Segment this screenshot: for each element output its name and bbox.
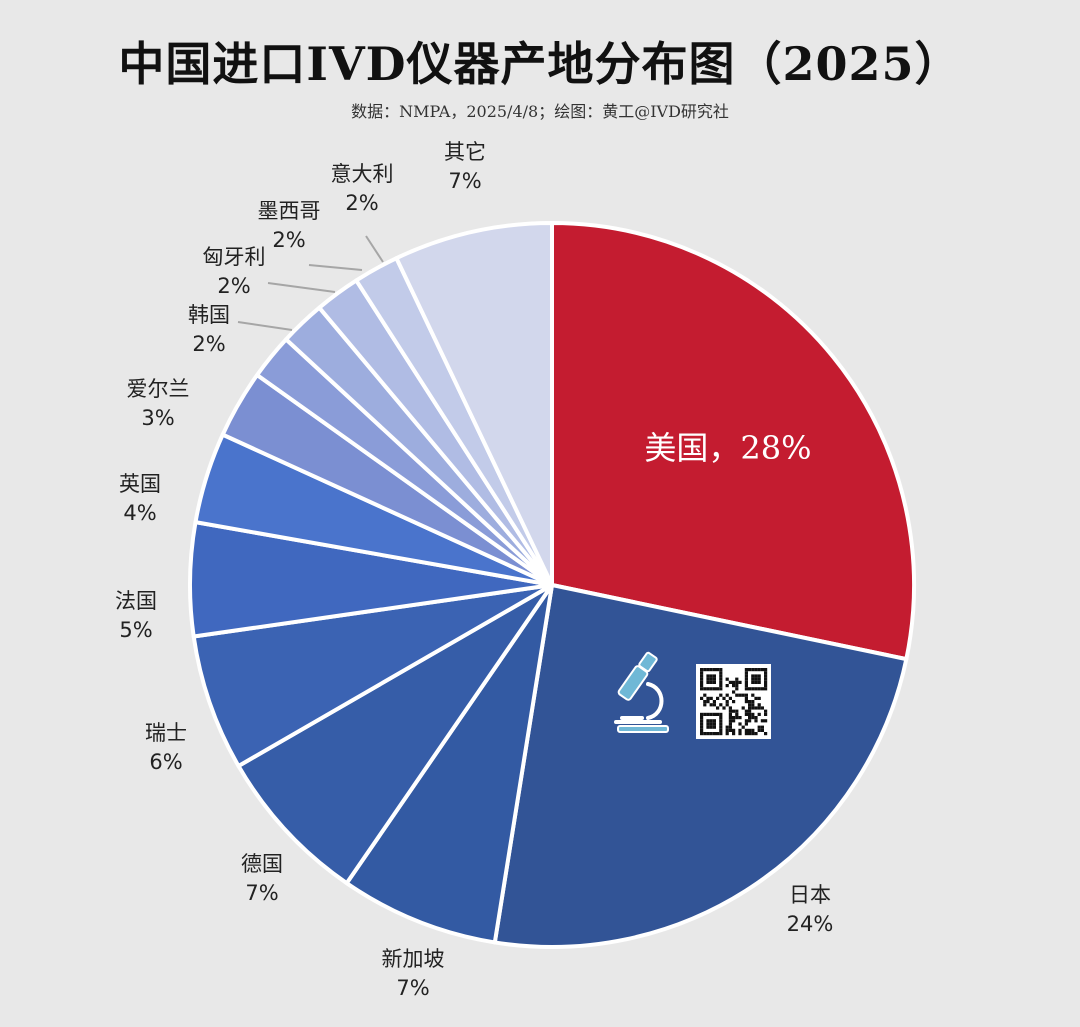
slice-name-label: 法国 bbox=[115, 589, 157, 613]
chart-subtitle: 数据：NMPA，2025/4/8；绘图：黄工@IVD研究社 bbox=[351, 102, 729, 121]
leader-line bbox=[308, 264, 363, 271]
slice-value-label: 2% bbox=[272, 228, 305, 252]
qr-code bbox=[696, 664, 771, 739]
leader-line bbox=[267, 282, 336, 293]
slice-name-label: 其它 bbox=[444, 140, 486, 164]
slice-name-label: 墨西哥 bbox=[258, 199, 321, 223]
slice-value-label: 2% bbox=[345, 191, 378, 215]
pie-slice-2 bbox=[344, 583, 554, 945]
slice-value-label: 24% bbox=[787, 912, 834, 936]
pie-slice-1 bbox=[492, 583, 909, 949]
slice-value-label: 2% bbox=[192, 332, 225, 356]
chart-title: 中国进口IVD仪器产地分布图（2025） bbox=[118, 37, 962, 91]
pie-slice-4 bbox=[191, 583, 554, 768]
leader-line bbox=[365, 235, 384, 263]
slice-name-label: 韩国 bbox=[188, 303, 230, 327]
inner-label-usa: 美国，28% bbox=[644, 429, 811, 467]
slice-name-label: 英国 bbox=[119, 472, 161, 496]
slice-name-label: 瑞士 bbox=[145, 721, 187, 745]
slice-name-label: 匈牙利 bbox=[203, 245, 266, 269]
slice-name-label: 德国 bbox=[241, 852, 283, 876]
slice-name-label: 意大利 bbox=[331, 162, 394, 186]
slice-value-label: 7% bbox=[448, 169, 481, 193]
pie-slice-12 bbox=[394, 221, 554, 587]
slice-name-label: 新加坡 bbox=[382, 947, 445, 971]
slice-name-label: 日本 bbox=[789, 883, 831, 907]
slice-name-label: 爱尔兰 bbox=[127, 377, 190, 401]
slice-value-label: 3% bbox=[141, 406, 174, 430]
pie-slice-3 bbox=[236, 583, 554, 886]
pie-slice-0 bbox=[550, 221, 916, 662]
slice-value-label: 6% bbox=[149, 750, 182, 774]
leader-line bbox=[237, 321, 293, 331]
slice-value-label: 2% bbox=[217, 274, 250, 298]
slice-value-label: 5% bbox=[119, 618, 152, 642]
microscope-icon bbox=[614, 651, 669, 733]
slice-value-label: 7% bbox=[245, 881, 278, 905]
slice-value-label: 4% bbox=[123, 501, 156, 525]
slice-value-label: 7% bbox=[396, 976, 429, 1000]
